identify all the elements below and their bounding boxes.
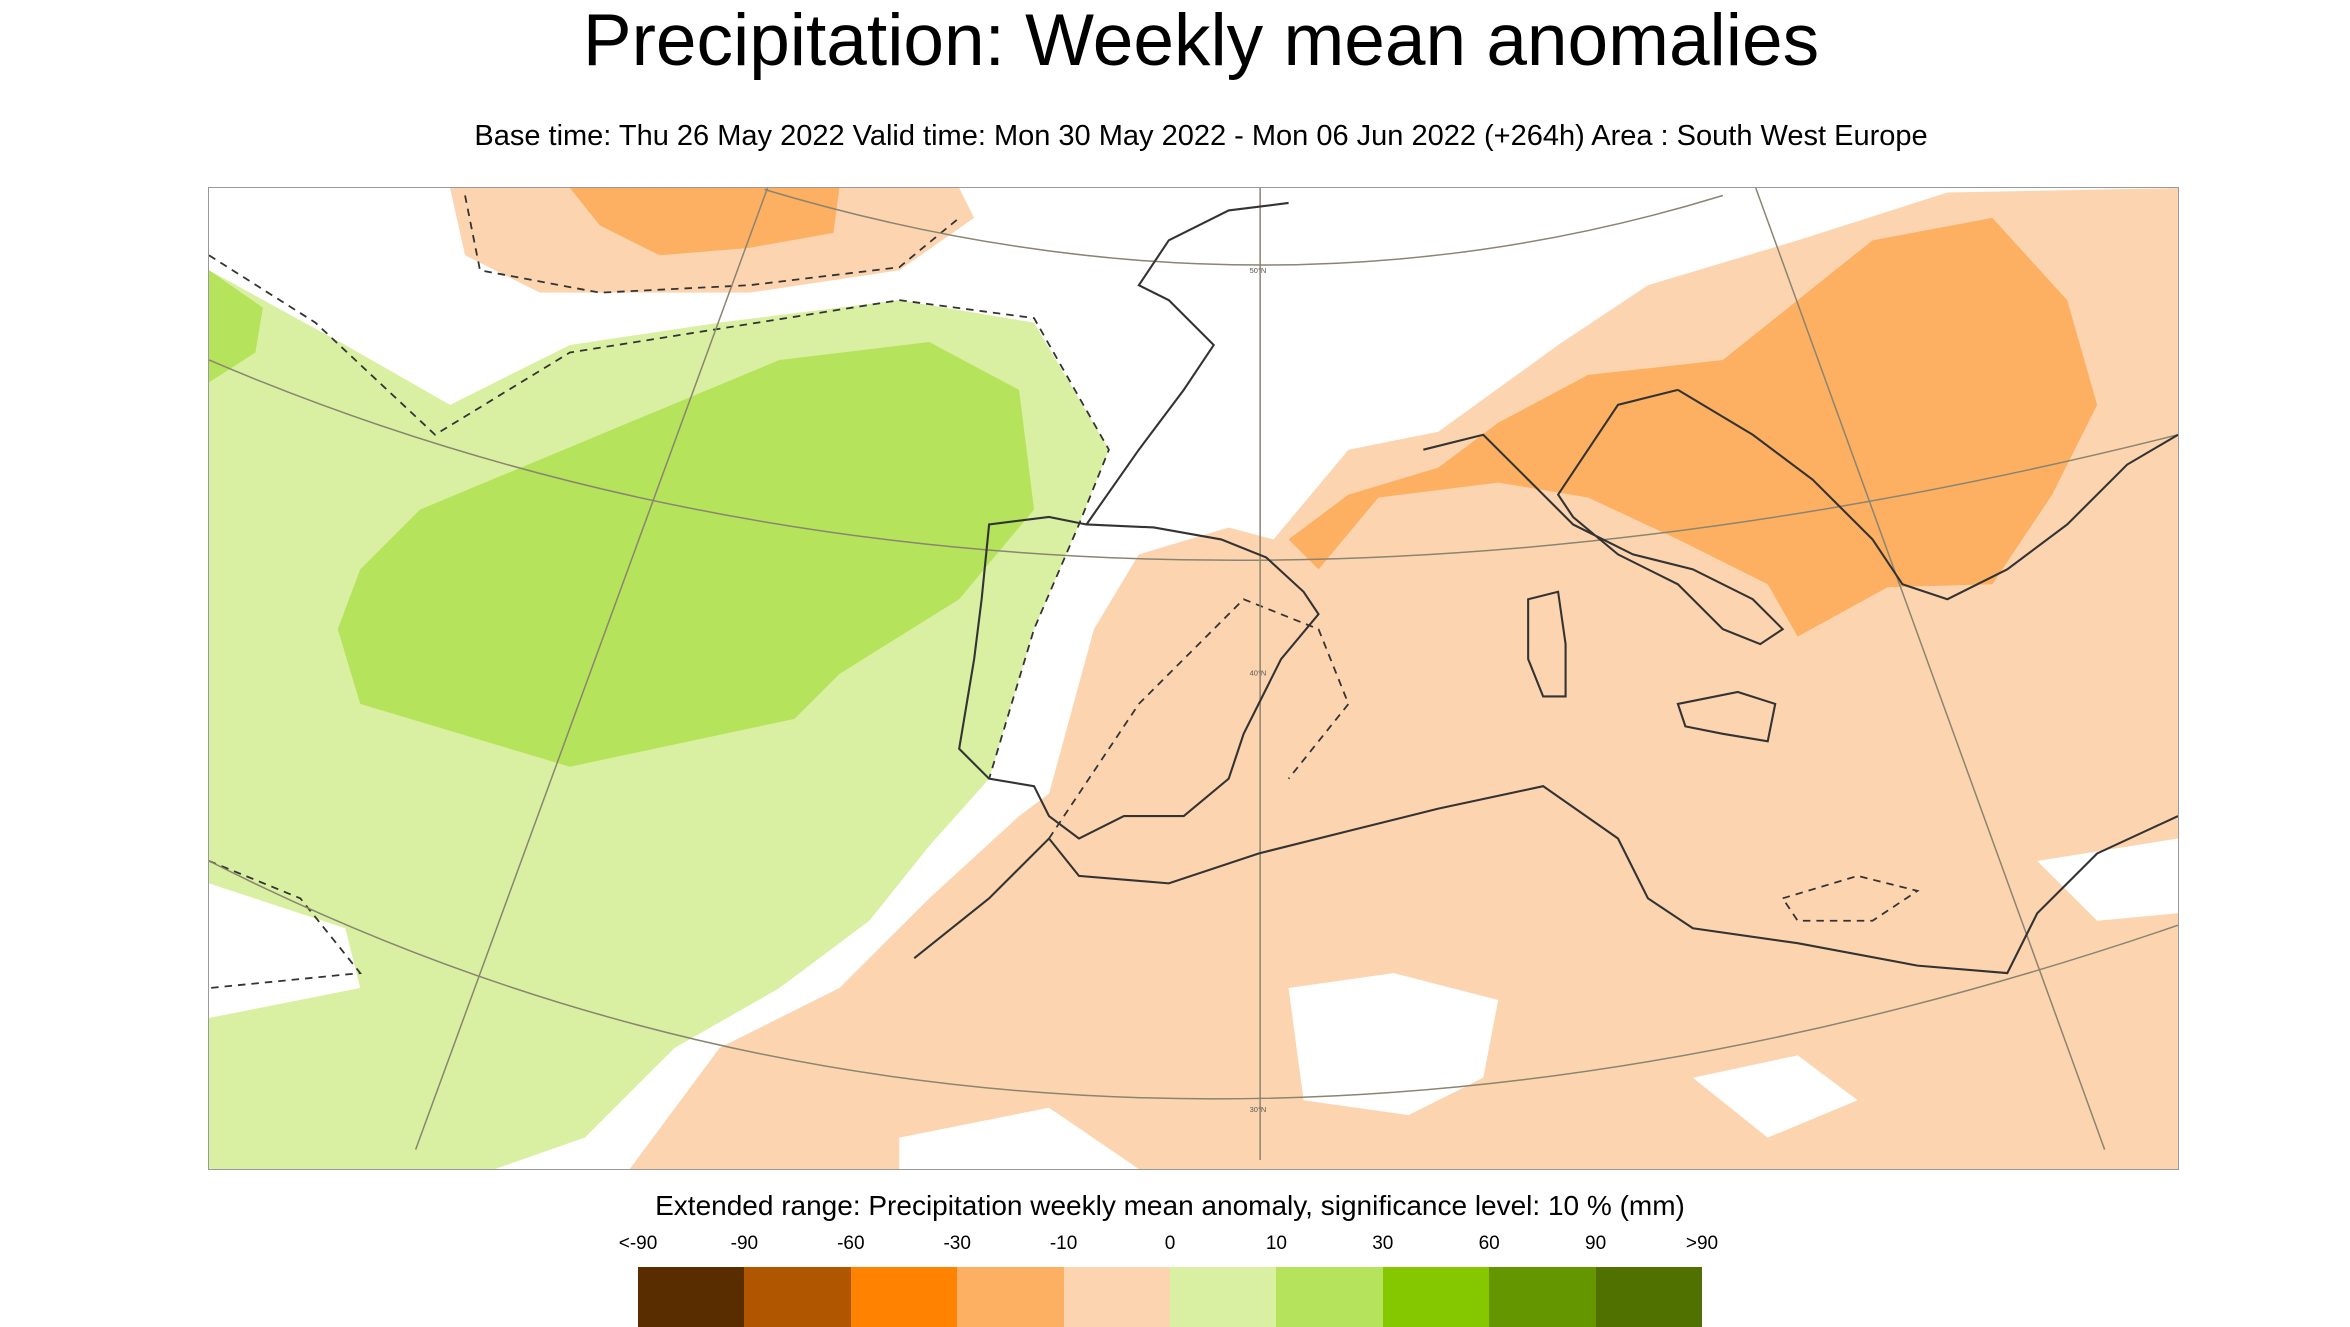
meridian-line: [1755, 188, 2106, 1150]
legend-tick-label: 0: [1164, 1233, 1176, 1254]
latitude-label: 40°N: [1250, 669, 1267, 678]
legend-color-swatch: [1170, 1267, 1277, 1327]
legend-title: Extended range: Precipitation weekly mea…: [655, 1190, 1685, 1221]
legend-tick-label: <-90: [618, 1233, 658, 1254]
coastline-iberia: [958, 515, 1320, 840]
region-green: [337, 342, 1035, 767]
legend-color-swatch: [1489, 1267, 1596, 1327]
region-green-west: [209, 270, 263, 383]
coastline-sicily: [1676, 690, 1777, 743]
legend-tick-label: 10: [1265, 1233, 1287, 1254]
legend-tick-label: -60: [837, 1233, 865, 1254]
meridian-line: [414, 188, 769, 1150]
latitude-line-40: [209, 359, 2178, 562]
legend-color-swatch: [957, 1267, 1064, 1327]
legend-color-swatch: [744, 1267, 851, 1327]
region-orange-east: [1288, 217, 2098, 637]
legend-tick-label: -90: [730, 1233, 759, 1254]
significance-contour: [464, 195, 960, 294]
region-orange-north: [569, 188, 840, 256]
coastline-italy: [1423, 388, 1785, 646]
significance-contour: [1048, 598, 1350, 840]
legend-color-swatch: [1063, 1267, 1171, 1327]
significance-contour: [209, 254, 1110, 779]
coastline-sardinia: [1527, 590, 1567, 698]
legend-tick-label: 90: [1585, 1233, 1607, 1254]
legend-tick-label: >90: [1685, 1233, 1719, 1254]
coastline-balkans: [1677, 388, 2178, 601]
legend-color-swatch: [1382, 1267, 1490, 1327]
coastline-africa: [913, 785, 2178, 975]
region-no-signal: [1692, 1055, 1858, 1138]
legend-color-swatch: [1595, 1267, 1703, 1327]
latitude-label: 30°N: [1250, 1105, 1267, 1114]
coastline-france: [1085, 201, 1289, 526]
region-no-signal: [899, 1107, 1139, 1169]
legend-tick-label: 30: [1372, 1233, 1394, 1254]
legend-labels: <-90 -90 -60 -30 -10 0 10 30 60 90 >90: [619, 1233, 1718, 1261]
legend-colorbar: [638, 1267, 1703, 1327]
latitude-line-30: [209, 860, 2178, 1100]
legend-tick-label: -10: [1049, 1233, 1078, 1254]
legend-color-swatch: [638, 1267, 745, 1327]
region-no-signal: [1288, 973, 1499, 1116]
legend-color-swatch: [850, 1267, 958, 1327]
significance-contour: [1781, 874, 1920, 922]
page-title: Precipitation: Weekly mean anomalies: [582, 0, 1820, 81]
legend-tick-label: -30: [943, 1233, 971, 1254]
significance-contour: [209, 860, 362, 989]
latitude-line-50: [764, 188, 1724, 266]
legend-color-swatch: [1276, 1267, 1383, 1327]
region-no-signal: [2037, 838, 2178, 921]
page-subtitle: Base time: Thu 26 May 2022 Valid time: M…: [474, 120, 1928, 152]
latitude-label: 50°N: [1250, 266, 1267, 275]
legend-tick-label: 60: [1478, 1233, 1500, 1254]
anomaly-map: 50°N 40°N 30°N: [208, 187, 2179, 1170]
